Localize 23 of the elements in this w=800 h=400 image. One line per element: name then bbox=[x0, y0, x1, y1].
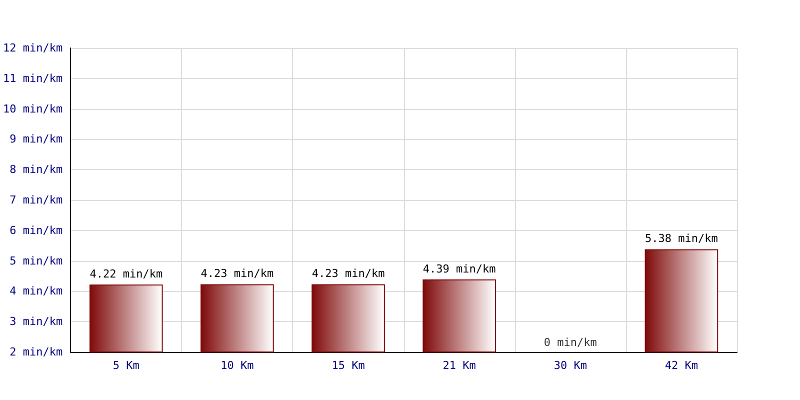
x-tick-label: 5 Km bbox=[112, 359, 140, 372]
y-tick-label: 3 min/km bbox=[10, 315, 63, 328]
y-tick-label: 4 min/km bbox=[10, 284, 63, 298]
data-label: 5.38 min/km bbox=[645, 232, 718, 246]
text: 0 min/km bbox=[544, 336, 597, 349]
y-tick-label: 2 min/km bbox=[10, 346, 63, 358]
y-tick-label: 9 min/km bbox=[10, 132, 63, 146]
y-tick-label: 10 min/km bbox=[2, 102, 63, 116]
y-tick-label: 12 min/km bbox=[2, 42, 63, 54]
data-label: 4.39 min/km bbox=[422, 262, 496, 276]
data-label: 4.22 min/km bbox=[90, 268, 163, 281]
y-tick-label: 5 min/km bbox=[10, 254, 63, 268]
y-tick-label: 11 min/km bbox=[2, 72, 63, 85]
y-tick-label: 8 min/km bbox=[10, 163, 63, 176]
x-tick-label: 42 Km bbox=[664, 359, 698, 372]
data-label: 4.23 min/km bbox=[200, 267, 274, 280]
y-tick-label: 6 min/km bbox=[10, 224, 63, 237]
y-tick-label: 7 min/km bbox=[10, 194, 63, 206]
x-tick-label: 10 Km bbox=[220, 359, 254, 372]
data-label: 4.23 min/km bbox=[312, 267, 386, 280]
x-tick-label: 30 Km bbox=[554, 359, 588, 372]
x-tick-label: 15 Km bbox=[332, 359, 366, 372]
x-tick-label: 21 Km bbox=[442, 359, 476, 372]
